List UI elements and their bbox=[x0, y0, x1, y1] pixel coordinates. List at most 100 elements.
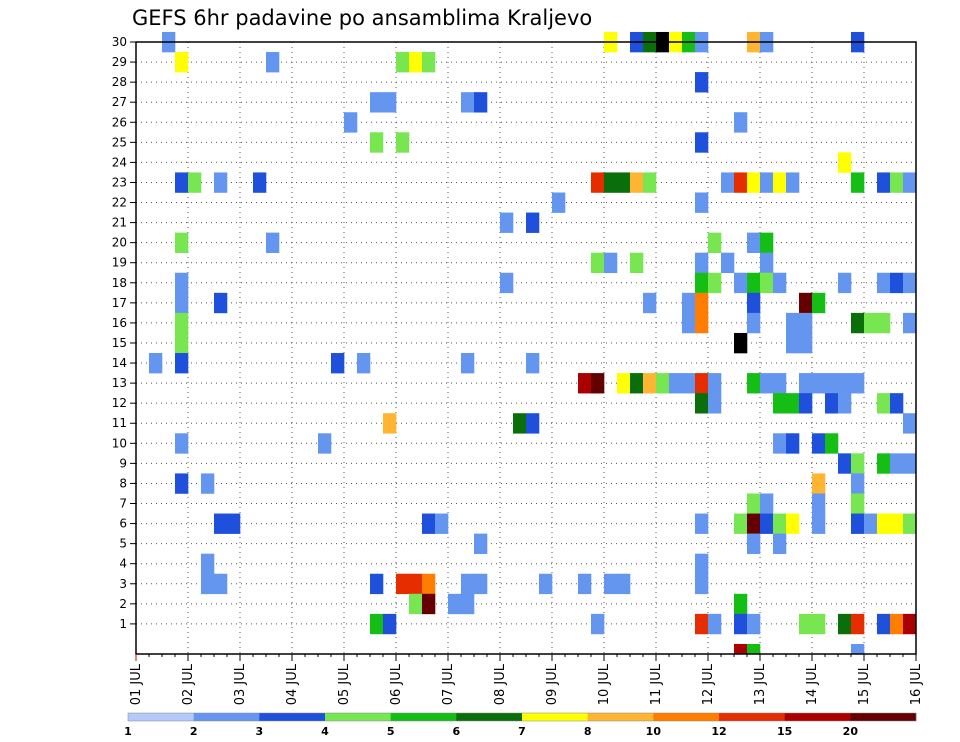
heatmap-cell bbox=[825, 393, 839, 414]
heatmap-cell bbox=[734, 593, 748, 615]
heatmap-cell bbox=[175, 312, 189, 334]
x-tick-label: 01 JUL bbox=[129, 663, 144, 705]
heatmap-cell bbox=[760, 252, 774, 274]
heatmap-cell bbox=[708, 272, 722, 294]
legend-label: 6 bbox=[453, 725, 461, 738]
heatmap-cell bbox=[734, 513, 748, 534]
heatmap-cell bbox=[708, 393, 722, 414]
heatmap-cell bbox=[695, 292, 709, 314]
heatmap-cell bbox=[175, 232, 189, 253]
heatmap-cell bbox=[474, 92, 488, 113]
x-tick-label: 08 JUL bbox=[493, 663, 508, 705]
heatmap-cell bbox=[604, 252, 618, 274]
heatmap-cell bbox=[526, 413, 540, 434]
heatmap-cell bbox=[890, 272, 904, 294]
heatmap-cell bbox=[344, 112, 358, 133]
heatmap-cell bbox=[409, 52, 423, 73]
heatmap-cell bbox=[370, 613, 384, 635]
heatmap-cell bbox=[786, 513, 800, 534]
heatmap-cell bbox=[851, 373, 865, 394]
y-tick-label: 23 bbox=[112, 175, 127, 189]
heatmap-cell bbox=[721, 252, 735, 274]
heatmap-cell bbox=[864, 312, 878, 334]
heatmap-cell bbox=[214, 513, 228, 534]
heatmap-cell bbox=[461, 92, 475, 113]
heatmap-cell bbox=[214, 573, 228, 595]
heatmap-cell bbox=[851, 172, 865, 193]
heatmap-cell bbox=[357, 353, 371, 374]
heatmap-cell bbox=[175, 332, 189, 354]
heatmap-cell bbox=[175, 433, 189, 454]
heatmap-cell bbox=[604, 172, 618, 193]
y-tick-label: 4 bbox=[119, 557, 127, 571]
heatmap-cell bbox=[461, 573, 475, 595]
heatmap-cell bbox=[630, 172, 644, 193]
heatmap-cell bbox=[903, 513, 917, 534]
heatmap-cell bbox=[877, 272, 891, 294]
heatmap-cell bbox=[877, 393, 891, 414]
heatmap-cell bbox=[643, 292, 657, 314]
legend-label: 4 bbox=[321, 725, 329, 738]
heatmap-cell bbox=[695, 72, 709, 93]
heatmap-cell bbox=[409, 573, 423, 595]
heatmap-cell bbox=[773, 272, 787, 294]
y-tick-label: 8 bbox=[119, 476, 127, 490]
legend-swatch bbox=[259, 713, 326, 721]
heatmap-cell bbox=[760, 513, 774, 534]
legend-label: 3 bbox=[256, 725, 264, 738]
heatmap-cell bbox=[760, 373, 774, 394]
heatmap-cell bbox=[799, 332, 813, 354]
y-tick-label: 15 bbox=[112, 336, 127, 350]
heatmap-cell bbox=[851, 473, 865, 494]
heatmap-cell bbox=[591, 613, 605, 635]
legend-frame bbox=[127, 712, 917, 722]
heatmap-cell bbox=[851, 493, 865, 514]
legend-label: 10 bbox=[646, 725, 662, 738]
x-tick-label: 11 JUL bbox=[649, 663, 664, 705]
heatmap-cells bbox=[149, 31, 917, 655]
heatmap-cell bbox=[175, 353, 189, 374]
heatmap-cell bbox=[513, 413, 527, 434]
heatmap-cell bbox=[877, 172, 891, 193]
heatmap-cell bbox=[539, 573, 553, 595]
heatmap-cell bbox=[877, 453, 891, 474]
heatmap-cell bbox=[461, 353, 475, 374]
heatmap-cell bbox=[851, 513, 865, 534]
heatmap-cell bbox=[838, 613, 852, 635]
y-tick-label: 18 bbox=[112, 276, 127, 290]
heatmap-cell bbox=[708, 373, 722, 394]
x-tick-label: 13 JUL bbox=[753, 663, 768, 705]
heatmap-cell bbox=[630, 252, 644, 274]
heatmap-cell bbox=[383, 92, 397, 113]
y-tick-label: 5 bbox=[119, 537, 127, 551]
heatmap-cell bbox=[422, 513, 436, 534]
heatmap-cell bbox=[422, 52, 436, 73]
heatmap-cell bbox=[747, 312, 761, 334]
heatmap-cell bbox=[799, 613, 813, 635]
y-tick-label: 22 bbox=[112, 196, 127, 210]
heatmap-cell bbox=[786, 312, 800, 334]
heatmap-cell bbox=[682, 292, 696, 314]
heatmap-cell bbox=[721, 172, 735, 193]
legend-swatch bbox=[325, 713, 391, 721]
y-tick-label: 25 bbox=[112, 135, 127, 149]
heatmap-cell bbox=[734, 332, 748, 354]
heatmap-cell bbox=[201, 573, 215, 595]
legend-swatch bbox=[653, 713, 720, 721]
heatmap-cell bbox=[812, 373, 826, 394]
heatmap-cell bbox=[214, 292, 228, 314]
heatmap-cell bbox=[669, 373, 683, 394]
heatmap-cell bbox=[227, 513, 241, 534]
heatmap-cell bbox=[812, 493, 826, 514]
y-tick-label: 14 bbox=[112, 356, 127, 370]
heatmap-cell bbox=[201, 553, 215, 575]
legend-label: 8 bbox=[584, 725, 592, 738]
heatmap-cell bbox=[708, 232, 722, 253]
legend-swatch bbox=[128, 713, 194, 721]
heatmap-cell bbox=[747, 493, 761, 514]
heatmap-cell bbox=[695, 513, 709, 534]
heatmap-cell bbox=[838, 152, 852, 173]
heatmap-cell bbox=[617, 573, 631, 595]
heatmap-cell bbox=[734, 643, 748, 655]
legend-label: 7 bbox=[518, 725, 526, 738]
